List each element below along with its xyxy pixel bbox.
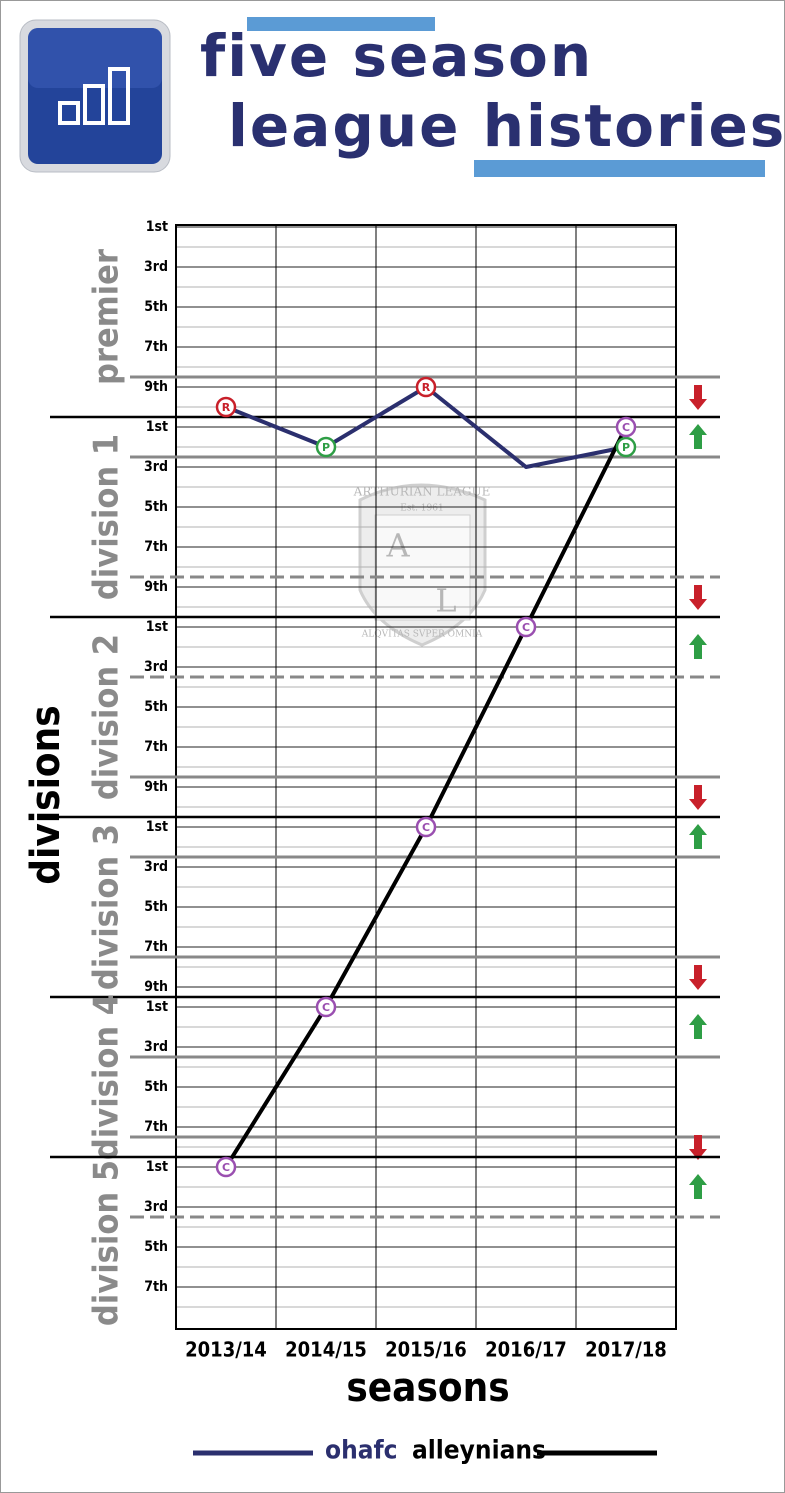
y-tick-label: 7th	[144, 1279, 168, 1295]
x-tick-label: 2014/15	[285, 1338, 367, 1362]
logo	[19, 19, 171, 173]
watermark-text: ALQVITAS SVPER OMNIA	[361, 630, 483, 640]
y-tick-label: 3rd	[144, 659, 168, 675]
point-marker	[215, 396, 237, 418]
chart-title: five season	[200, 22, 593, 90]
y-tick-label: 5th	[144, 1239, 168, 1255]
watermark: ARTHURIAN LEAGUE Est. 1961 A L ALQVITAS …	[353, 483, 491, 647]
division-label: division 3	[87, 824, 127, 990]
y-tick-label: 1st	[146, 419, 168, 435]
y-tick-label: 1st	[146, 1159, 168, 1175]
marker-label: C	[522, 621, 530, 634]
y-tick-label: 5th	[144, 899, 168, 915]
marker-label: P	[622, 441, 630, 454]
division-label: premier	[87, 248, 127, 385]
legend-label: alleynians	[412, 1436, 546, 1466]
marker-label: R	[222, 401, 231, 414]
y-tick-label: 5th	[144, 1079, 168, 1095]
relegation-arrow	[689, 965, 707, 990]
y-axis-label: divisions	[23, 705, 69, 884]
promotion-arrow	[689, 634, 707, 659]
watermark-text: A	[385, 527, 410, 565]
point-marker	[315, 996, 337, 1018]
title-bar	[474, 160, 765, 177]
division-label: division 4	[87, 994, 127, 1160]
division-label: division 2	[87, 634, 127, 800]
point-marker	[615, 436, 637, 458]
y-tick-label: 9th	[144, 979, 168, 995]
point-marker	[315, 436, 337, 458]
relegation-arrow	[689, 1135, 707, 1160]
x-tick-label: 2016/17	[485, 1338, 567, 1362]
marker-label: R	[422, 381, 431, 394]
promotion-arrow	[689, 824, 707, 849]
y-tick-label: 3rd	[144, 459, 168, 475]
y-tick-label: 3rd	[144, 859, 168, 875]
promotion-arrow	[689, 424, 707, 449]
y-tick-label: 9th	[144, 379, 168, 395]
marker-label: P	[322, 441, 330, 454]
y-tick-label: 7th	[144, 339, 168, 355]
division-label: division 5	[87, 1160, 127, 1326]
y-tick-label: 7th	[144, 939, 168, 955]
y-tick-label: 5th	[144, 499, 168, 515]
title-bar	[247, 17, 435, 31]
point-marker	[415, 816, 437, 838]
point-marker	[515, 616, 537, 638]
relegation-arrow	[689, 385, 707, 410]
y-tick-label: 7th	[144, 539, 168, 555]
point-marker	[615, 416, 637, 438]
watermark-text: Est. 1961	[400, 504, 443, 514]
y-tick-label: 1st	[146, 219, 168, 235]
y-tick-label: 3rd	[144, 1199, 168, 1215]
relegation-arrow	[689, 785, 707, 810]
marker-label: C	[422, 821, 430, 834]
x-axis-label: seasons	[346, 1365, 509, 1411]
y-tick-label: 1st	[146, 819, 168, 835]
y-tick-label: 5th	[144, 299, 168, 315]
y-tick-label: 9th	[144, 779, 168, 795]
watermark-text: ARTHURIAN LEAGUE	[353, 485, 491, 499]
y-tick-label: 1st	[146, 619, 168, 635]
x-tick-label: 2013/14	[185, 1338, 267, 1362]
relegation-arrow	[689, 585, 707, 610]
division-label: division 1	[87, 434, 127, 600]
y-tick-label: 9th	[144, 579, 168, 595]
promotion-arrow	[689, 1014, 707, 1039]
point-marker	[215, 1156, 237, 1178]
watermark-text: L	[435, 582, 456, 620]
chart-title: league histories	[228, 92, 785, 160]
y-tick-label: 5th	[144, 699, 168, 715]
y-tick-label: 7th	[144, 739, 168, 755]
marker-label: C	[322, 1001, 330, 1014]
x-tick-label: 2015/16	[385, 1338, 467, 1362]
y-tick-label: 3rd	[144, 1039, 168, 1055]
legend-label: ohafc	[325, 1436, 398, 1466]
promotion-arrow	[689, 1174, 707, 1199]
y-tick-label: 3rd	[144, 259, 168, 275]
y-tick-label: 7th	[144, 1119, 168, 1135]
y-tick-label: 1st	[146, 999, 168, 1015]
point-marker	[415, 376, 437, 398]
marker-label: C	[222, 1161, 230, 1174]
marker-label: C	[622, 421, 630, 434]
x-tick-label: 2017/18	[585, 1338, 667, 1362]
